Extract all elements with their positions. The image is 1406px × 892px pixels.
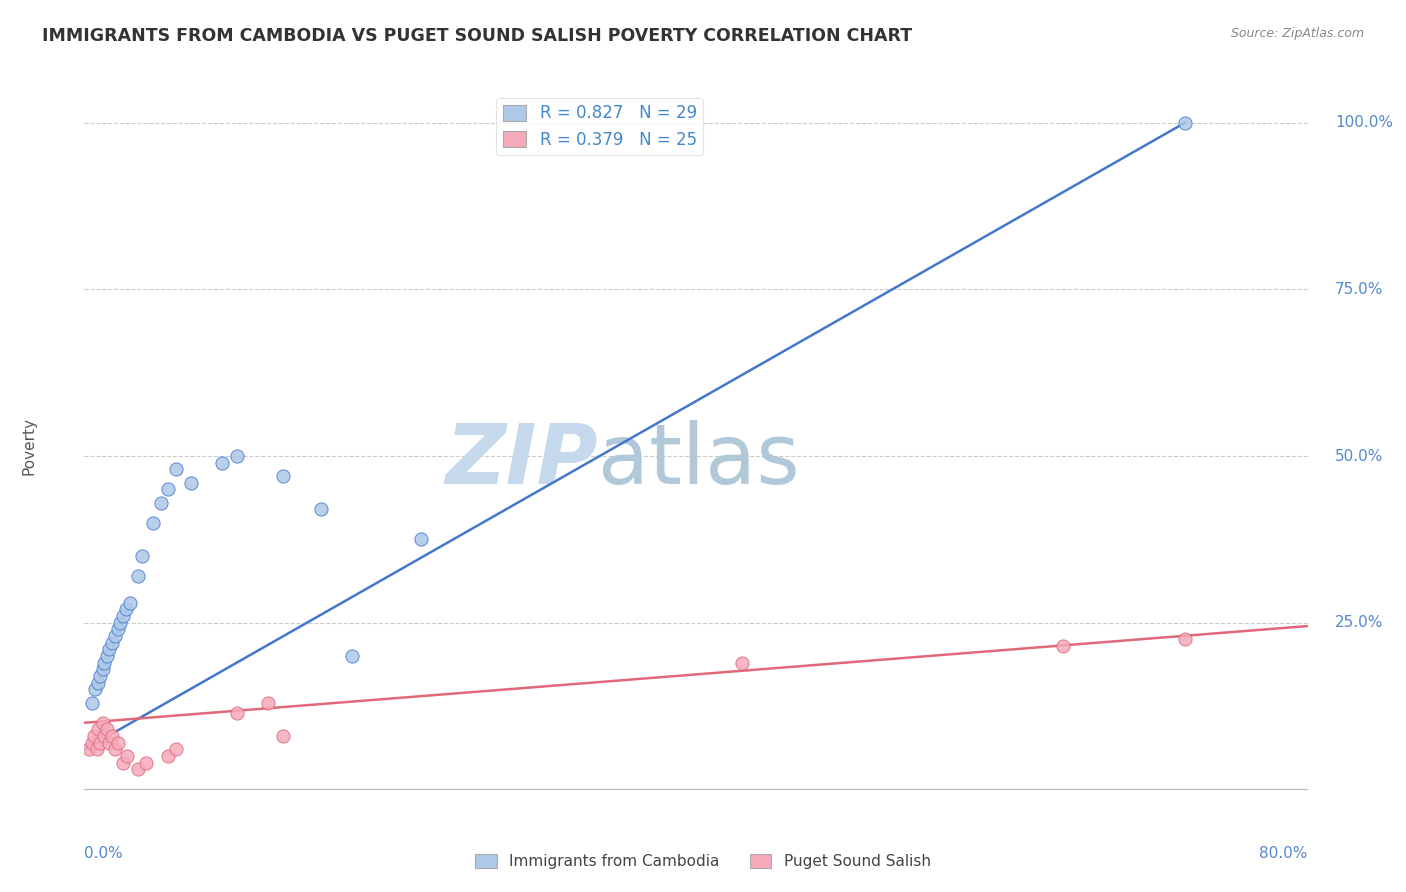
Point xyxy=(97,642,120,657)
Point xyxy=(101,636,124,650)
Text: 80.0%: 80.0% xyxy=(1260,847,1308,861)
Point xyxy=(80,736,103,750)
Point xyxy=(131,549,153,563)
Point xyxy=(311,502,333,516)
Point xyxy=(226,449,249,463)
Point xyxy=(104,629,127,643)
Point xyxy=(271,469,294,483)
Point xyxy=(157,749,180,764)
Point xyxy=(101,729,124,743)
Point xyxy=(89,669,111,683)
Point xyxy=(127,569,149,583)
Point xyxy=(97,736,120,750)
Point xyxy=(1174,632,1197,647)
Point xyxy=(127,763,149,777)
Point xyxy=(107,736,129,750)
Point xyxy=(1052,639,1074,653)
Point xyxy=(93,656,115,670)
Point xyxy=(257,696,280,710)
Point xyxy=(111,756,134,770)
Point xyxy=(96,649,118,664)
Point xyxy=(271,729,294,743)
Point xyxy=(91,715,114,730)
Point xyxy=(731,656,754,670)
Point xyxy=(93,729,115,743)
Text: atlas: atlas xyxy=(598,420,800,500)
Text: 25.0%: 25.0% xyxy=(1336,615,1384,631)
Point xyxy=(115,749,138,764)
Point xyxy=(149,496,172,510)
Point xyxy=(157,483,180,497)
Point xyxy=(1174,115,1197,129)
Point xyxy=(87,675,110,690)
Text: Source: ZipAtlas.com: Source: ZipAtlas.com xyxy=(1230,27,1364,40)
Point xyxy=(104,742,127,756)
Point xyxy=(86,742,108,756)
Point xyxy=(89,736,111,750)
Text: 50.0%: 50.0% xyxy=(1336,449,1384,464)
Point xyxy=(226,706,249,720)
Legend: Immigrants from Cambodia, Puget Sound Salish: Immigrants from Cambodia, Puget Sound Sa… xyxy=(470,847,936,875)
Point xyxy=(165,742,187,756)
Point xyxy=(180,475,202,490)
Point xyxy=(84,682,107,697)
Legend: R = 0.827   N = 29, R = 0.379   N = 25: R = 0.827 N = 29, R = 0.379 N = 25 xyxy=(496,97,703,155)
Point xyxy=(87,723,110,737)
Point xyxy=(165,462,187,476)
Point xyxy=(409,533,432,547)
Point xyxy=(107,623,129,637)
Point xyxy=(340,649,363,664)
Point xyxy=(96,723,118,737)
Point xyxy=(142,516,165,530)
Point xyxy=(108,615,131,630)
Text: 0.0%: 0.0% xyxy=(84,847,124,861)
Point xyxy=(135,756,157,770)
Point xyxy=(83,729,105,743)
Point xyxy=(211,456,233,470)
Text: IMMIGRANTS FROM CAMBODIA VS PUGET SOUND SALISH POVERTY CORRELATION CHART: IMMIGRANTS FROM CAMBODIA VS PUGET SOUND … xyxy=(42,27,912,45)
Text: 100.0%: 100.0% xyxy=(1336,115,1393,130)
Point xyxy=(77,742,100,756)
Text: ZIP: ZIP xyxy=(446,420,598,500)
Text: 75.0%: 75.0% xyxy=(1336,282,1384,297)
Point xyxy=(111,609,134,624)
Point xyxy=(114,602,136,616)
Text: Poverty: Poverty xyxy=(22,417,37,475)
Point xyxy=(80,696,103,710)
Point xyxy=(120,596,142,610)
Point xyxy=(91,662,114,676)
